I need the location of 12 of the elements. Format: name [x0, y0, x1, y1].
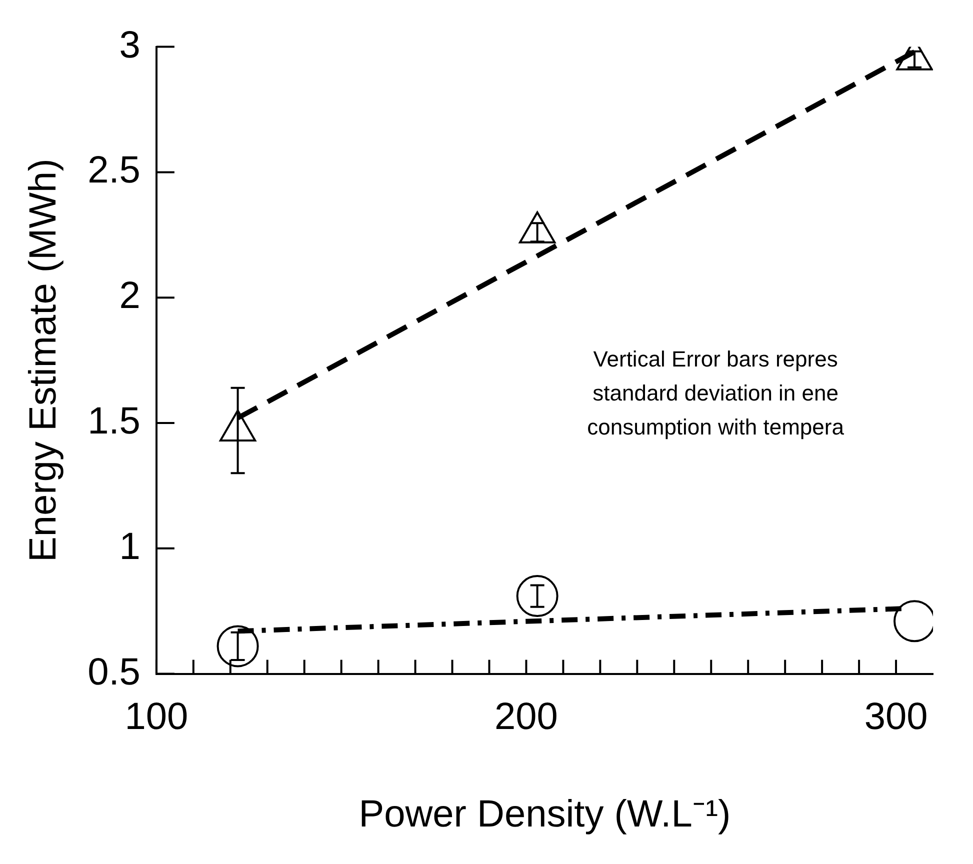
y-tick-label: 2: [119, 275, 140, 318]
x-tick-label: 300: [864, 696, 928, 738]
x-tick-label: 200: [494, 696, 558, 738]
y-tick-label: 2.5: [88, 150, 140, 192]
annotation: Vertical Error bars repres standard deviation in ene consumption with tempera: [587, 346, 845, 440]
y-tick-label: 0.5: [88, 651, 140, 694]
y-tick-label: 3: [119, 24, 140, 66]
y-tick-label: 1: [119, 526, 140, 568]
y-axis-title: Energy Estimate (MWh): [22, 158, 64, 562]
x-tick-label: 100: [124, 696, 188, 738]
x-axis-title: Power Density (W.L⁻¹): [358, 794, 731, 836]
y-tick-label: 1.5: [88, 400, 140, 442]
